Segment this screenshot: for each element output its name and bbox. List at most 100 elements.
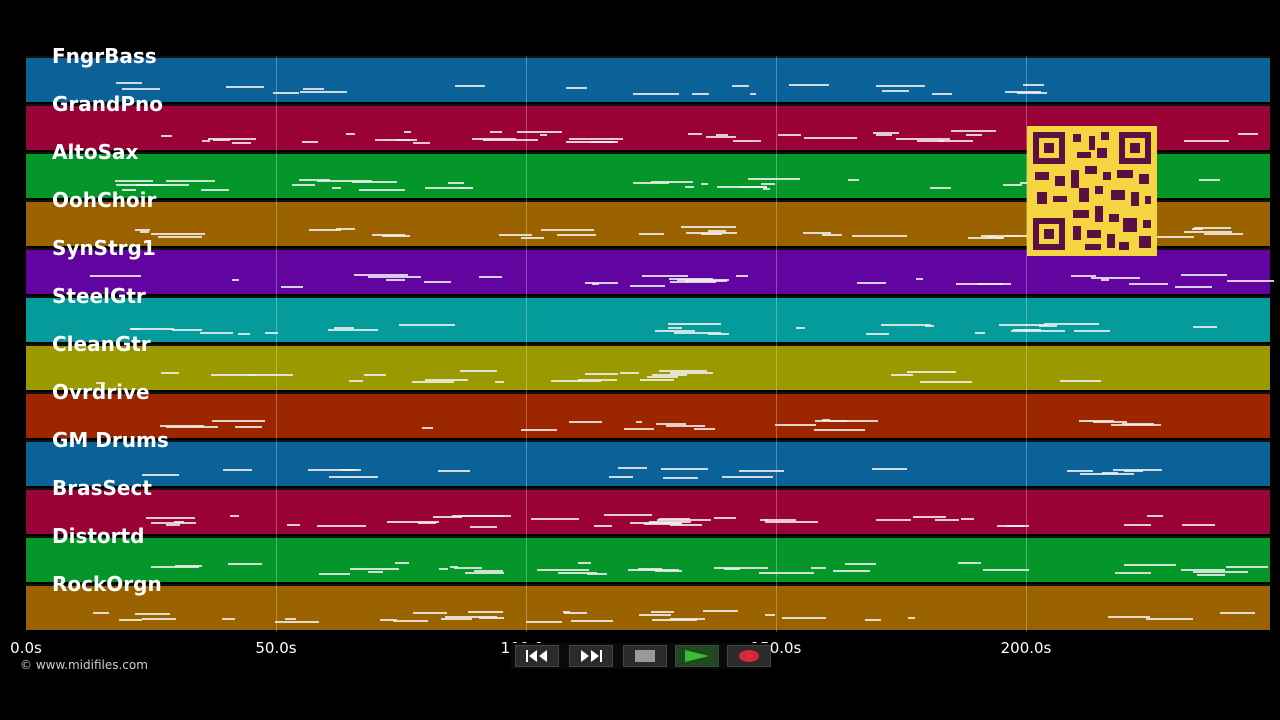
note-mark [571,619,613,622]
note-mark [593,525,613,528]
note-mark [460,370,497,373]
note-mark [722,475,773,478]
note-mark [303,87,324,90]
note-mark [981,235,1019,238]
note-mark [603,514,653,517]
note-mark [413,141,430,144]
note-mark [617,466,647,469]
note-mark [300,90,348,93]
note-mark [349,380,364,383]
note-mark [142,618,176,621]
note-mark [130,327,142,330]
note-mark [210,373,256,376]
note-mark [669,372,714,375]
note-mark [1146,515,1163,518]
note-mark [151,565,200,568]
note-mark [829,419,879,422]
note-mark [494,380,505,383]
note-mark [395,139,410,142]
note-mark [822,418,830,421]
note-mark [1192,570,1248,573]
record-button[interactable] [727,645,771,667]
note-mark [845,562,876,565]
note-mark [731,84,750,87]
note-mark [906,370,957,373]
note-mark [1005,235,1039,238]
note-mark [473,570,504,573]
fast-forward-button[interactable] [569,645,613,667]
note-mark [151,232,206,235]
note-mark [521,428,558,431]
play-button[interactable] [675,645,719,667]
note-mark [587,573,608,576]
note-mark [639,613,672,616]
note-mark [630,284,665,287]
note-mark [265,332,279,335]
note-mark [821,233,842,236]
track-label: RockOrgn [52,572,162,596]
note-mark [89,274,141,277]
note-mark [1174,285,1213,288]
note-mark [150,522,196,525]
stop-button[interactable] [623,645,667,667]
note-mark [708,230,726,233]
note-mark [316,525,366,528]
note-mark [398,323,455,326]
play-icon [685,650,709,662]
note-mark [814,429,865,432]
note-mark [96,381,106,384]
note-mark [856,281,887,284]
note-mark [328,328,379,331]
track-lane [26,344,1270,390]
note-mark [701,182,708,185]
time-tick-label: 0.0s [10,639,42,657]
note-mark [735,275,748,278]
note-mark [565,86,587,89]
note-mark [668,326,682,329]
note-mark [424,378,468,381]
note-mark [1002,183,1022,186]
note-mark [93,611,109,614]
note-mark [286,524,301,527]
track-label: SteelGtr [52,284,146,308]
note-mark [385,278,405,281]
note-mark [788,84,830,87]
note-mark [161,134,172,137]
note-mark [225,85,265,88]
track-label: CleanGtr [52,332,151,356]
stop-icon [635,650,655,662]
note-mark [285,618,297,621]
note-mark [387,520,440,523]
note-mark [578,378,617,381]
note-mark [643,523,683,526]
track-label: BrasSect [52,476,152,500]
qr-code-icon [1027,126,1157,256]
note-mark [684,280,727,283]
note-mark [961,518,974,521]
note-mark [467,610,504,613]
note-mark [454,567,483,570]
note-mark [566,140,616,143]
note-mark [1112,469,1163,472]
note-mark [775,424,817,427]
note-mark [758,571,815,574]
note-mark [418,521,437,524]
note-mark [1066,470,1093,473]
note-mark [881,90,910,93]
note-mark [1091,277,1141,280]
note-mark [1016,92,1048,95]
note-mark [1129,282,1169,285]
note-mark [200,188,229,191]
track-label: FngrBass [52,44,157,68]
note-mark [136,184,190,187]
note-mark [319,573,350,576]
note-mark [670,617,705,620]
note-mark [930,186,952,189]
rewind-button[interactable] [515,645,559,667]
track-lane [26,440,1270,486]
note-mark [851,234,908,237]
note-mark [633,92,679,95]
gridline [276,56,277,632]
note-mark [368,570,383,573]
note-mark [652,373,687,376]
